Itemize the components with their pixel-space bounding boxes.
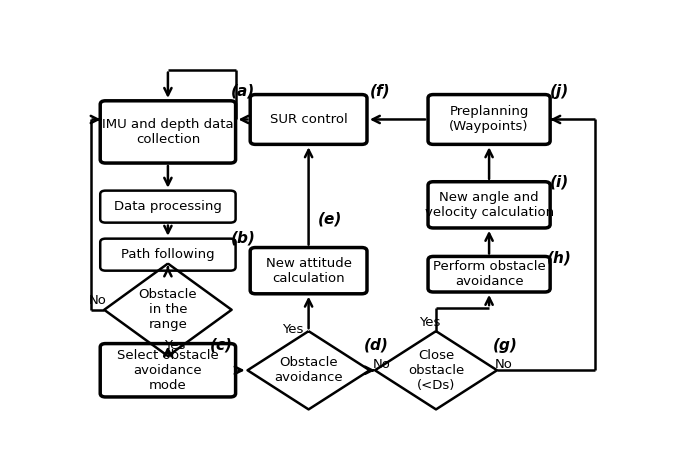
- Text: (e): (e): [318, 212, 342, 226]
- Text: New angle and
velocity calculation: New angle and velocity calculation: [425, 191, 553, 219]
- FancyBboxPatch shape: [100, 101, 236, 163]
- Text: Obstacle
in the
range: Obstacle in the range: [138, 288, 197, 331]
- Text: Preplanning
(Waypoints): Preplanning (Waypoints): [449, 105, 529, 134]
- Text: (f): (f): [369, 84, 390, 98]
- Text: Perform obstacle
avoidance: Perform obstacle avoidance: [433, 260, 545, 288]
- Text: Yes: Yes: [282, 323, 303, 336]
- Text: Close
obstacle
(<Ds): Close obstacle (<Ds): [408, 349, 464, 392]
- Text: (d): (d): [364, 338, 389, 353]
- Text: (i): (i): [549, 174, 569, 189]
- FancyBboxPatch shape: [250, 95, 367, 144]
- Text: Path following: Path following: [121, 248, 214, 261]
- Text: (a): (a): [231, 84, 256, 98]
- FancyBboxPatch shape: [428, 256, 550, 292]
- FancyBboxPatch shape: [250, 248, 367, 294]
- Text: (g): (g): [493, 338, 517, 353]
- Text: Data processing: Data processing: [114, 200, 222, 213]
- FancyBboxPatch shape: [100, 344, 236, 397]
- Text: Yes: Yes: [419, 316, 440, 329]
- Text: Select obstacle
avoidance
mode: Select obstacle avoidance mode: [117, 349, 219, 392]
- Text: (h): (h): [547, 251, 571, 266]
- Text: (c): (c): [210, 338, 232, 353]
- Text: (b): (b): [231, 230, 256, 245]
- Text: No: No: [373, 359, 390, 371]
- Text: Obstacle
avoidance: Obstacle avoidance: [274, 356, 343, 384]
- FancyBboxPatch shape: [100, 191, 236, 223]
- Text: IMU and depth data
collection: IMU and depth data collection: [102, 118, 234, 146]
- Text: Yes: Yes: [164, 339, 186, 352]
- Text: SUR control: SUR control: [270, 113, 347, 126]
- FancyBboxPatch shape: [428, 182, 550, 228]
- Text: No: No: [495, 359, 512, 371]
- FancyBboxPatch shape: [428, 95, 550, 144]
- Text: (j): (j): [549, 84, 569, 98]
- Text: New attitude
calculation: New attitude calculation: [266, 257, 351, 285]
- Text: No: No: [88, 294, 106, 307]
- FancyBboxPatch shape: [100, 239, 236, 271]
